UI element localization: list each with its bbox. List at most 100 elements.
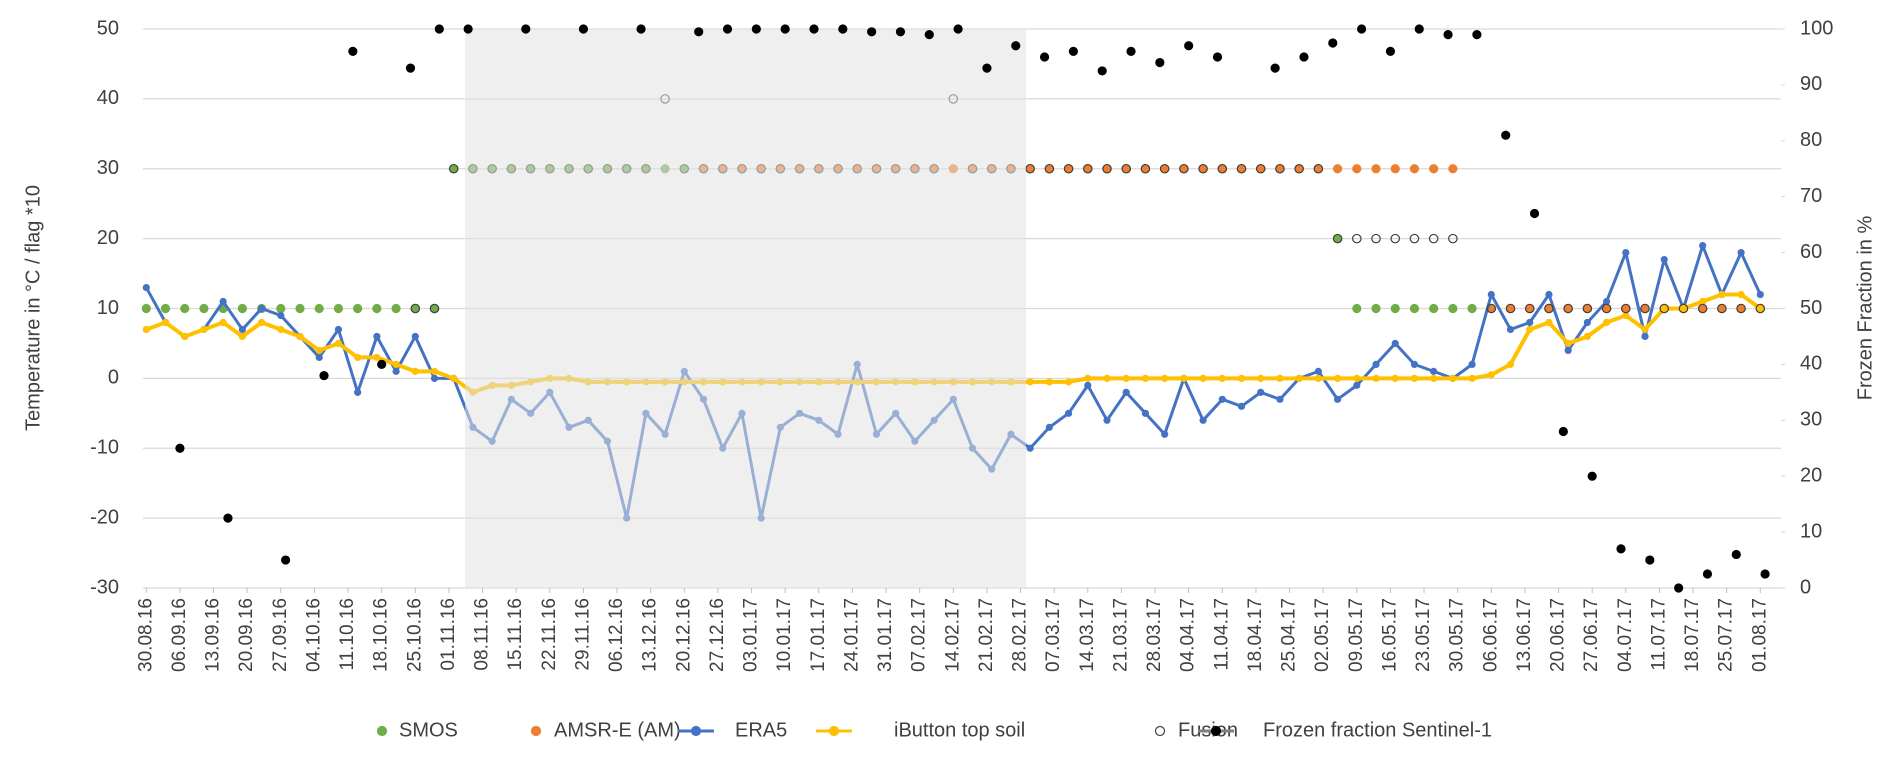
- data-point: [751, 24, 761, 34]
- data-point: [1371, 303, 1381, 314]
- data-point: [1390, 233, 1401, 244]
- data-point: [333, 303, 344, 314]
- data-point: [1217, 163, 1228, 174]
- x-tick-label: 14.03.17: [1077, 598, 1098, 672]
- x-tick-label: 20.09.16: [236, 598, 257, 672]
- y-tick-label: 0: [108, 367, 119, 389]
- y2-tick-label: 100: [1800, 17, 1833, 39]
- data-point: [1583, 318, 1591, 327]
- data-point: [1428, 233, 1439, 244]
- data-point: [1353, 381, 1361, 389]
- data-point: [1385, 46, 1396, 56]
- data-point: [1699, 242, 1707, 250]
- data-point: [391, 303, 401, 314]
- data-point: [1660, 304, 1668, 313]
- y2-tick-label: 30: [1800, 409, 1822, 431]
- data-point: [219, 318, 227, 327]
- data-point: [867, 27, 877, 37]
- data-point: [1409, 164, 1420, 174]
- data-point: [1526, 318, 1534, 327]
- data-point: [1622, 249, 1630, 257]
- data-point: [1587, 471, 1597, 481]
- data-point: [405, 63, 416, 73]
- x-tick-label: 21.03.17: [1110, 598, 1131, 672]
- legend-marker: [690, 725, 702, 737]
- x-tick-label: 14.02.17: [942, 598, 963, 672]
- x-tick-label: 21.02.17: [976, 598, 997, 672]
- data-point: [1083, 163, 1093, 174]
- data-point: [1487, 371, 1495, 379]
- data-point: [1756, 304, 1764, 313]
- data-point: [1756, 290, 1764, 299]
- data-point: [1472, 29, 1482, 40]
- data-point: [1026, 444, 1034, 452]
- data-point: [161, 318, 170, 327]
- data-point: [348, 46, 358, 56]
- data-point: [373, 353, 381, 362]
- data-point: [181, 332, 189, 341]
- data-point: [429, 303, 440, 314]
- x-tick-label: 04.04.17: [1178, 598, 1199, 672]
- data-point: [1064, 378, 1073, 386]
- data-point: [1199, 374, 1207, 382]
- data-point: [1372, 374, 1380, 382]
- data-point: [1161, 430, 1169, 438]
- y2-tick-label: 70: [1800, 185, 1822, 207]
- data-point: [1212, 52, 1223, 62]
- data-point: [334, 339, 343, 348]
- x-tick-label: 07.03.17: [1043, 598, 1064, 672]
- data-point: [238, 325, 246, 334]
- legend-label: Frozen fraction Sentinel-1: [1263, 719, 1492, 741]
- data-point: [1371, 164, 1381, 174]
- data-point: [223, 513, 233, 523]
- data-point: [276, 303, 286, 314]
- data-point: [295, 303, 305, 314]
- data-point: [1333, 374, 1342, 382]
- data-point: [1237, 374, 1246, 382]
- data-point: [142, 283, 150, 292]
- data-point: [1122, 374, 1130, 382]
- data-point: [410, 303, 421, 314]
- data-point: [1276, 395, 1284, 403]
- data-point: [1391, 374, 1399, 382]
- x-tick-label: 04.07.17: [1615, 598, 1636, 672]
- data-point: [1141, 374, 1150, 382]
- data-point: [1449, 374, 1457, 382]
- data-point: [924, 29, 934, 40]
- data-point: [1276, 374, 1284, 382]
- data-point: [1524, 303, 1535, 314]
- data-point: [1641, 325, 1649, 334]
- data-point: [1103, 416, 1111, 424]
- legend-label: ERA5: [735, 719, 787, 741]
- data-point: [1659, 303, 1670, 314]
- data-point: [1126, 46, 1136, 56]
- data-point: [1429, 164, 1439, 174]
- data-point: [1068, 46, 1078, 56]
- data-point: [1486, 303, 1497, 314]
- x-tick-label: 13.06.17: [1514, 598, 1535, 672]
- legend-marker: [530, 725, 542, 737]
- legend-marker: [1154, 725, 1166, 737]
- data-point: [1122, 388, 1130, 396]
- x-tick-label: 11.07.17: [1648, 598, 1669, 671]
- data-point: [1313, 163, 1324, 174]
- x-tick-label: 25.10.16: [404, 598, 425, 672]
- legend-label: iButton top soil: [894, 719, 1025, 741]
- data-point: [411, 332, 419, 341]
- data-point: [1564, 339, 1572, 348]
- x-tick-label: 25.07.17: [1716, 598, 1737, 672]
- data-point: [1737, 290, 1745, 299]
- data-point: [463, 24, 473, 34]
- data-point: [1140, 163, 1151, 174]
- data-point: [1448, 164, 1458, 174]
- data-point: [1236, 163, 1247, 174]
- x-tick-label: 24.01.17: [841, 598, 862, 672]
- x-tick-label: 28.02.17: [1010, 598, 1031, 672]
- data-point: [1564, 346, 1572, 355]
- x-tick-label: 18.10.16: [371, 598, 392, 672]
- x-tick-label: 06.06.17: [1480, 598, 1501, 672]
- data-point: [722, 24, 733, 34]
- data-point: [354, 388, 362, 396]
- data-point: [1159, 163, 1170, 174]
- data-point: [1180, 374, 1188, 382]
